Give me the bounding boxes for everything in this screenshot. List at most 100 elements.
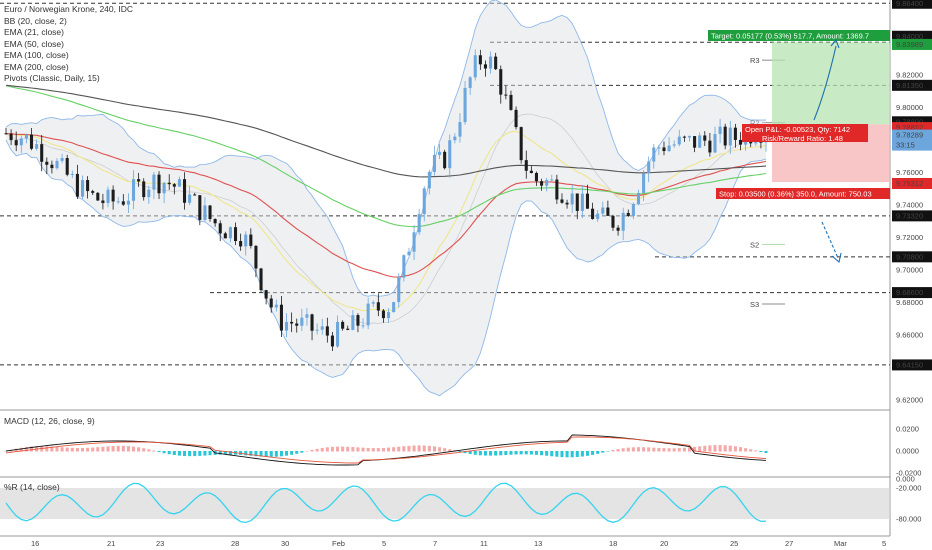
macd-histogram-bar	[223, 451, 227, 455]
candle-body	[126, 200, 130, 205]
time-tick-label: 27	[785, 539, 793, 548]
indicator-bb[interactable]: BB (20, close, 2)	[4, 15, 67, 26]
candle-body	[555, 179, 559, 200]
macd-histogram-bar	[162, 451, 166, 454]
candle-body	[682, 136, 686, 138]
macd-histogram-bar	[631, 447, 635, 452]
candle-body	[101, 200, 105, 204]
macd-histogram-bar	[101, 446, 105, 452]
macd-histogram-bar	[397, 446, 401, 452]
macd-histogram-bar	[438, 447, 442, 452]
macd-histogram-bar	[626, 447, 630, 452]
macd-histogram-bar	[356, 447, 360, 452]
projection-up-arrow	[813, 45, 837, 121]
macd-histogram-bar	[402, 446, 406, 452]
candle-body	[713, 134, 717, 153]
candle-body	[759, 141, 763, 143]
candle-body	[244, 234, 248, 247]
macd-histogram-bar	[713, 445, 717, 452]
macd-histogram-bar	[96, 447, 100, 452]
indicator-ema21[interactable]: EMA (21, close)	[4, 27, 64, 37]
macd-histogram-bar	[4, 451, 8, 452]
candle-body	[249, 234, 253, 246]
candle-body	[570, 193, 574, 205]
open-pl-text: Open P&L: -0.00523, Qty: 7142	[745, 125, 850, 134]
candle-body	[499, 69, 503, 95]
wr-label[interactable]: %R (14, close)	[4, 482, 60, 492]
candle-body	[754, 141, 758, 144]
wr-band	[0, 488, 890, 519]
macd-histogram-bar	[137, 447, 141, 452]
candle-body	[91, 191, 95, 193]
candle-body	[371, 302, 375, 304]
macd-signal-line	[5, 436, 767, 464]
macd-histogram-bar	[336, 446, 340, 452]
candle-body	[616, 227, 620, 231]
candle-body	[320, 326, 324, 330]
candle-body	[137, 179, 141, 182]
macd-histogram-bar	[422, 445, 426, 452]
candle-body	[519, 127, 523, 161]
macd-histogram-bar	[458, 451, 462, 453]
macd-histogram-bar	[157, 451, 161, 453]
candle-body	[381, 310, 385, 319]
macd-histogram-bar	[70, 447, 74, 452]
time-tick-label: 28	[231, 539, 239, 548]
macd-histogram-bar	[708, 445, 712, 452]
macd-histogram-bar	[387, 447, 391, 452]
price-tick-label: 9.81350	[896, 81, 923, 90]
candle-body	[723, 126, 727, 146]
price-tick-label: 9.84000	[896, 32, 923, 41]
macd-histogram-bar	[310, 449, 314, 452]
bollinger-upper	[5, 0, 767, 297]
candle-body	[677, 136, 681, 145]
candle-body	[182, 179, 187, 203]
macd-histogram-bar	[504, 451, 508, 455]
macd-label[interactable]: MACD (12, 26, close, 9)	[4, 416, 95, 426]
candle-body	[611, 215, 615, 228]
indicator-ema200[interactable]: EMA (200, close)	[4, 61, 69, 72]
candle-body	[636, 192, 641, 204]
candle-body	[718, 126, 722, 135]
macd-histogram-bar	[662, 448, 666, 452]
candle-body	[9, 133, 13, 141]
candle-body	[580, 193, 584, 211]
candle-body	[494, 56, 498, 70]
macd-histogram-bar	[601, 451, 605, 453]
macd-histogram-bar	[376, 448, 380, 452]
macd-histogram-bar	[300, 451, 304, 453]
macd-histogram-bar	[361, 447, 365, 452]
candle-body	[545, 179, 549, 186]
candle-body	[116, 201, 120, 203]
candle-body	[193, 194, 197, 196]
candle-body	[213, 218, 217, 224]
price-tag	[892, 116, 932, 128]
macd-histogram-bar	[545, 451, 549, 456]
candle-body	[259, 268, 263, 291]
candle-body	[473, 55, 477, 78]
macd-histogram-bar	[305, 450, 309, 452]
candle-body	[575, 193, 579, 211]
candle-body	[274, 304, 278, 308]
candle-body	[631, 203, 635, 217]
price-tick-label: 9.78800	[896, 117, 923, 126]
macd-histogram-bar	[764, 451, 768, 453]
candle-body	[540, 181, 544, 186]
candle-body	[509, 94, 513, 110]
macd-histogram-bar	[264, 451, 268, 457]
macd-histogram-bar	[611, 449, 615, 452]
price-tag	[892, 122, 932, 134]
candle-body	[239, 241, 243, 247]
candle-body	[310, 314, 314, 331]
candle-body	[626, 212, 630, 217]
macd-histogram-bar	[91, 447, 95, 452]
price-tag	[892, 177, 932, 189]
macd-histogram-bar	[647, 447, 651, 452]
indicator-ema100[interactable]: EMA (100, close)	[4, 50, 69, 60]
indicator-pivots[interactable]: Pivots (Classic, Daily, 15)	[4, 73, 100, 83]
macd-histogram-bar	[698, 446, 702, 452]
price-tag	[892, 30, 932, 42]
candle-body	[387, 312, 391, 319]
indicator-ema50[interactable]: EMA (50, close)	[4, 38, 64, 49]
